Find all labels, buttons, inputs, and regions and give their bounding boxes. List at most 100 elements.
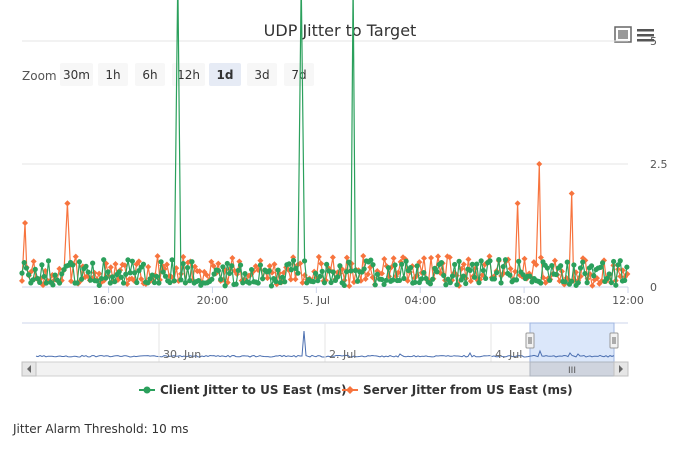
- data-point: [196, 278, 202, 284]
- data-point: [467, 278, 474, 285]
- data-point: [383, 277, 389, 283]
- data-point: [116, 269, 122, 275]
- data-point: [577, 265, 584, 271]
- data-point: [346, 282, 353, 289]
- data-point: [430, 276, 436, 282]
- data-point: [364, 271, 371, 278]
- data-point: [246, 280, 252, 286]
- chart-title: UDP Jitter to Target: [264, 21, 417, 40]
- navigator-right-handle[interactable]: [609, 332, 619, 349]
- data-point: [370, 262, 376, 268]
- data-point: [299, 279, 306, 286]
- legend: Client Jitter to US East (ms) Server Jitt…: [139, 383, 573, 397]
- data-point: [624, 264, 630, 270]
- data-point: [315, 278, 321, 284]
- data-point: [123, 271, 129, 277]
- data-point: [52, 272, 58, 278]
- data-point: [547, 277, 553, 283]
- data-point: [72, 253, 79, 260]
- data-point: [310, 279, 316, 285]
- data-point: [131, 270, 138, 276]
- zoom-button-6h[interactable]: 6h: [135, 63, 165, 86]
- zoom-button-30m[interactable]: 30m: [60, 63, 93, 86]
- data-point: [337, 263, 343, 269]
- data-point: [482, 275, 489, 281]
- data-point: [70, 262, 76, 268]
- data-point: [30, 258, 37, 265]
- legend-item[interactable]: Client Jitter to US East (ms): [139, 383, 347, 397]
- data-point: [286, 261, 292, 267]
- data-point: [385, 265, 392, 271]
- data-point: [203, 272, 210, 279]
- data-point: [443, 282, 449, 288]
- data-point: [498, 280, 504, 286]
- data-point: [558, 263, 564, 269]
- data-point: [315, 253, 322, 260]
- zoom-button-12h[interactable]: 12h: [172, 63, 205, 86]
- navigator-tick-label: 2. Jul: [329, 348, 356, 361]
- data-point: [379, 276, 385, 283]
- data-point: [318, 260, 325, 267]
- data-point: [112, 260, 119, 267]
- data-point: [500, 263, 506, 270]
- data-point: [211, 271, 217, 277]
- data-point: [240, 280, 246, 286]
- navigator[interactable]: 30. Jun 2. Jul 4. Jul: [22, 322, 628, 363]
- data-point: [412, 279, 418, 285]
- data-point: [156, 280, 162, 286]
- data-point: [56, 265, 63, 272]
- data-point: [135, 258, 142, 265]
- data-point: [476, 280, 482, 286]
- view-toggle-button[interactable]: [614, 26, 632, 43]
- data-point: [297, 260, 304, 267]
- data-point: [374, 271, 381, 277]
- data-point: [319, 268, 325, 274]
- data-point: [59, 271, 65, 277]
- scroll-right-button[interactable]: [613, 361, 629, 377]
- data-point: [171, 278, 177, 284]
- data-point: [129, 258, 135, 264]
- data-point: [257, 262, 264, 268]
- zoom-label: Zoom: [22, 69, 57, 83]
- plot-area: [19, 0, 631, 289]
- data-point: [321, 280, 328, 286]
- data-point: [107, 280, 113, 286]
- data-point: [575, 280, 581, 286]
- data-point: [218, 276, 224, 282]
- data-point: [608, 279, 615, 286]
- data-point: [96, 282, 102, 289]
- legend-label: Server Jitter from US East (ms): [363, 383, 573, 397]
- data-point: [507, 272, 513, 278]
- data-point: [125, 257, 131, 263]
- data-point: [112, 279, 118, 285]
- legend-item[interactable]: Server Jitter from US East (ms): [342, 383, 573, 397]
- data-point: [460, 273, 467, 279]
- context-menu-button[interactable]: [637, 29, 654, 42]
- x-tick-label: 5. Jul: [303, 294, 330, 307]
- data-point: [553, 271, 559, 278]
- data-point: [324, 261, 330, 267]
- data-point: [237, 262, 244, 268]
- data-point: [94, 278, 100, 284]
- data-point: [326, 268, 332, 274]
- data-point: [293, 265, 299, 271]
- data-point: [154, 253, 161, 260]
- data-point: [343, 254, 350, 261]
- zoom-button-label: 1d: [217, 68, 234, 82]
- data-point: [615, 262, 621, 268]
- zoom-button-1d[interactable]: 1d: [209, 63, 241, 86]
- scroll-left-button[interactable]: [21, 361, 37, 377]
- zoom-button-3d[interactable]: 3d: [247, 63, 277, 86]
- data-point: [407, 265, 414, 271]
- navigator-left-handle[interactable]: [525, 332, 535, 349]
- data-point: [354, 278, 361, 284]
- data-point: [34, 275, 41, 282]
- data-point: [513, 277, 520, 283]
- data-point: [252, 263, 259, 270]
- zoom-button-7d[interactable]: 7d: [284, 63, 314, 86]
- zoom-button-1h[interactable]: 1h: [98, 63, 128, 86]
- data-point: [438, 260, 445, 266]
- data-point: [118, 274, 124, 280]
- data-point: [372, 282, 378, 288]
- scrollbar[interactable]: III: [21, 361, 629, 377]
